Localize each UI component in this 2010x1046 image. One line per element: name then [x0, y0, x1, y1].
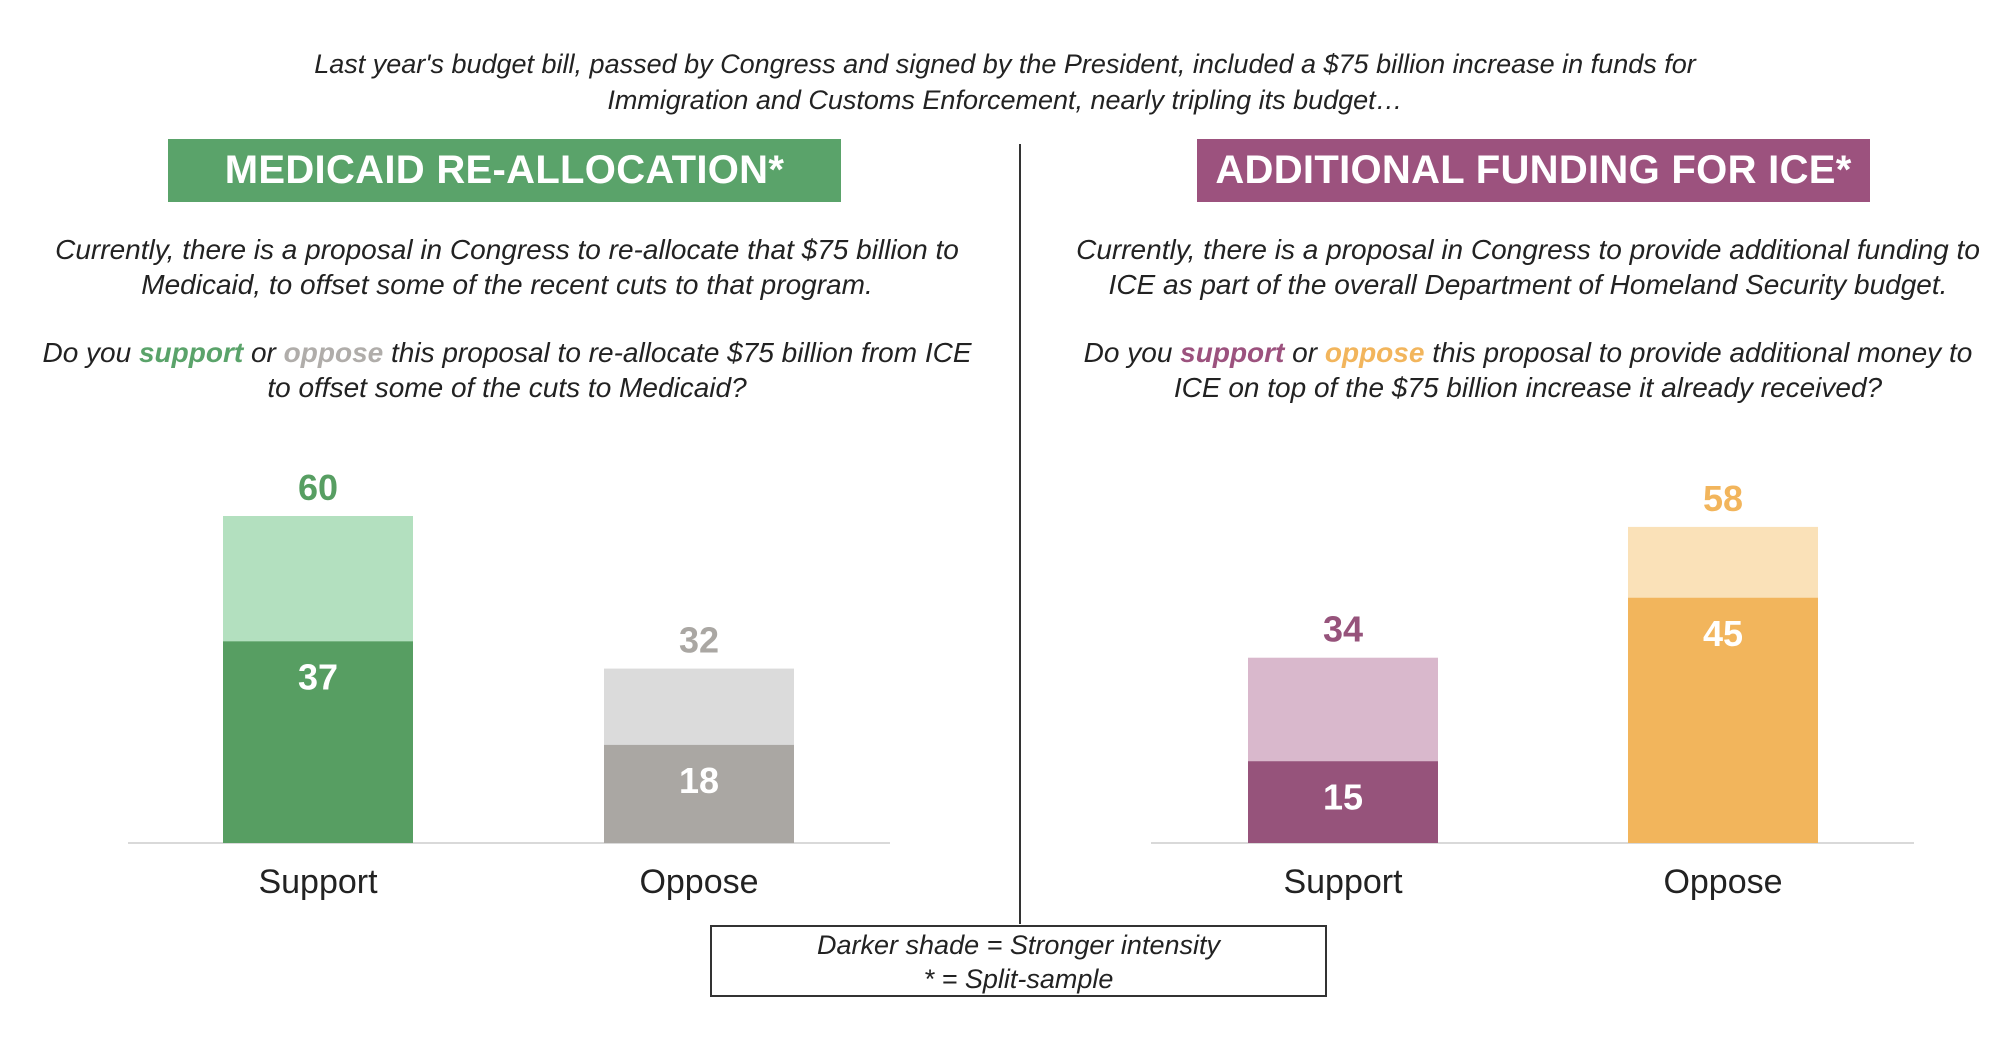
medicaid-desc-line-1: Currently, there is a proposal in Congre…	[55, 234, 959, 265]
ice-q-prefix: Do you	[1083, 337, 1181, 368]
ice-q-oppose-word: oppose	[1324, 337, 1425, 368]
ice-support-strong-bar	[1248, 761, 1438, 843]
medicaid-oppose-total-label: 32	[679, 620, 719, 661]
ice-description: Currently, there is a proposal in Congre…	[1047, 232, 2009, 302]
medicaid-q-support-word: support	[138, 337, 244, 368]
intro-line-1: Last year's budget bill, passed by Congr…	[314, 49, 1696, 79]
medicaid-question: Do you support or oppose this proposal t…	[20, 335, 994, 405]
medicaid-oppose-strong-label: 18	[679, 760, 719, 801]
medicaid-description: Currently, there is a proposal in Congre…	[20, 232, 994, 302]
medicaid-oppose-strong-bar	[604, 744, 794, 843]
medicaid-q-oppose-word: oppose	[283, 337, 384, 368]
ice-bar-chart: 34 15 Support 58 45 Oppose	[1151, 478, 1914, 901]
medicaid-q-suffix: this proposal to re-allocate $75 billion…	[383, 337, 972, 368]
medicaid-q-prefix: Do you	[42, 337, 139, 368]
medicaid-support-strong-label: 37	[298, 656, 338, 697]
ice-oppose-strong-bar	[1628, 597, 1818, 843]
medicaid-q-line-2: to offset some of the cuts to Medicaid?	[267, 372, 747, 403]
ice-support-strong-label: 15	[1323, 776, 1363, 817]
medicaid-panel: MEDICAID RE-ALLOCATION* Currently, there…	[20, 139, 994, 901]
ice-oppose-total-label: 58	[1703, 478, 1743, 519]
intro-text: Last year's budget bill, passed by Congr…	[0, 46, 2010, 118]
ice-q-or: or	[1284, 337, 1325, 368]
ice-panel: ADDITIONAL FUNDING FOR ICE* Currently, t…	[1021, 0, 2010, 1046]
medicaid-support-category-label: Support	[258, 863, 378, 901]
ice-q-line-2: ICE on top of the $75 billion increase i…	[1173, 372, 1883, 403]
ice-q-suffix: this proposal to provide additional mone…	[1424, 337, 1973, 368]
medicaid-support-total-label: 60	[298, 467, 338, 508]
legend-line-1: Darker shade = Stronger intensity	[817, 930, 1220, 960]
ice-support-total-label: 34	[1323, 609, 1363, 650]
medicaid-support-strong-bar	[223, 641, 413, 843]
medicaid-bar-chart: 60 37 Support 32 18 Oppose	[128, 467, 890, 901]
intro-line-2: Immigration and Customs Enforcement, nea…	[607, 85, 1403, 115]
legend-line-2: * = Split-sample	[923, 964, 1114, 994]
medicaid-oppose-category-label: Oppose	[639, 863, 758, 901]
legend-box: Darker shade = Stronger intensity * = Sp…	[710, 925, 1327, 997]
medicaid-q-or: or	[243, 337, 284, 368]
ice-support-category-label: Support	[1283, 863, 1403, 901]
ice-title-banner: ADDITIONAL FUNDING FOR ICE*	[1197, 139, 1870, 202]
ice-oppose-category-label: Oppose	[1663, 863, 1782, 901]
ice-desc-line-2: ICE as part of the overall Department of…	[1108, 269, 1948, 300]
ice-question: Do you support or oppose this proposal t…	[1047, 335, 2009, 405]
panel-divider	[1019, 144, 1021, 924]
ice-q-support-word: support	[1180, 337, 1285, 368]
medicaid-desc-line-2: Medicaid, to offset some of the recent c…	[141, 269, 873, 300]
ice-oppose-strong-label: 45	[1703, 613, 1743, 654]
ice-desc-line-1: Currently, there is a proposal in Congre…	[1076, 234, 1980, 265]
medicaid-title-banner: MEDICAID RE-ALLOCATION*	[168, 139, 841, 202]
